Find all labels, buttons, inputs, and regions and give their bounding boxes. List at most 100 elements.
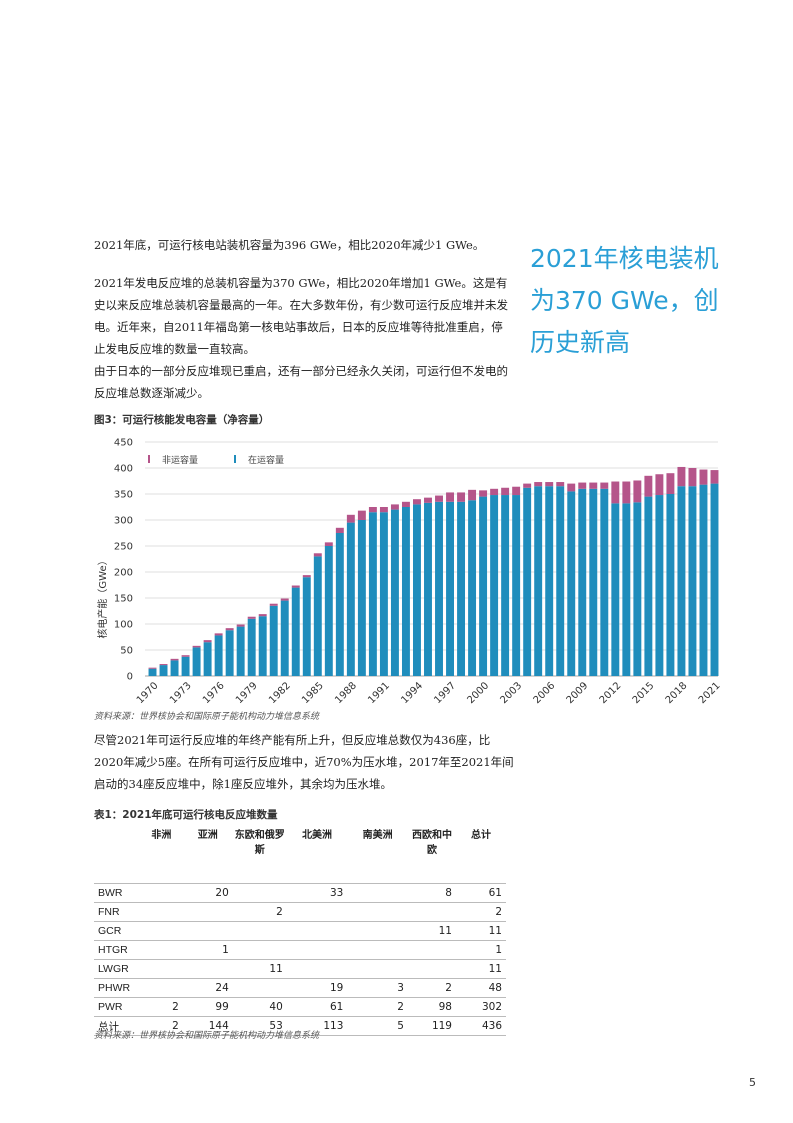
bar-operating-2014 bbox=[633, 502, 642, 676]
bar-operating-1973 bbox=[181, 656, 190, 676]
bar-operating-2019 bbox=[688, 486, 697, 676]
bar-operating-1998 bbox=[457, 501, 466, 676]
table-cell: 1 bbox=[455, 940, 506, 960]
bar-idle-2020 bbox=[699, 469, 708, 485]
bar-idle-2001 bbox=[490, 488, 499, 496]
bar-operating-2000 bbox=[479, 496, 488, 676]
chart-y-tick-label: 100 bbox=[114, 620, 133, 631]
table-row-label: LWGR bbox=[94, 959, 140, 979]
chart-x-tick-label: 2015 bbox=[631, 680, 657, 706]
bar-operating-2016 bbox=[655, 495, 664, 676]
table-cell: 2 bbox=[232, 902, 287, 922]
bar-idle-1976 bbox=[214, 633, 223, 636]
bar-operating-1989 bbox=[357, 520, 366, 676]
bar-idle-2004 bbox=[523, 483, 532, 488]
table-header-cell: 东欧和俄罗斯 bbox=[234, 830, 285, 856]
table-cell bbox=[286, 959, 348, 979]
bar-operating-1972 bbox=[170, 660, 179, 676]
bar-idle-2017 bbox=[666, 473, 675, 494]
chart-x-tick-label: 2009 bbox=[565, 680, 591, 706]
bar-operating-1976 bbox=[214, 635, 223, 676]
chart-bars bbox=[148, 466, 719, 676]
chart-x-tick-label: 1970 bbox=[135, 680, 161, 706]
bar-operating-1974 bbox=[192, 647, 201, 676]
table-row-label: BWR bbox=[94, 883, 140, 903]
table-cell bbox=[347, 883, 408, 903]
bar-idle-2016 bbox=[655, 474, 664, 496]
table-source: 资料来源：世界核协会和国际原子能机构动力堆信息系统 bbox=[94, 1031, 320, 1041]
bar-operating-1978 bbox=[236, 626, 245, 676]
legend-label-operating: 在运容量 bbox=[248, 454, 284, 466]
bar-operating-1984 bbox=[302, 577, 311, 676]
bar-idle-1975 bbox=[203, 640, 212, 643]
bar-idle-1989 bbox=[357, 510, 366, 520]
bar-idle-1992 bbox=[390, 504, 399, 510]
table-row: BWR 20 33 8 61 bbox=[94, 883, 506, 903]
table-cell bbox=[140, 883, 183, 903]
bar-idle-2013 bbox=[622, 481, 631, 504]
chart-y-tick-label: 400 bbox=[114, 464, 133, 475]
bar-idle-2007 bbox=[556, 482, 565, 487]
table-cell bbox=[347, 959, 408, 979]
table-cell: 11 bbox=[407, 921, 456, 941]
table-cell bbox=[140, 921, 183, 941]
bar-idle-1974 bbox=[192, 645, 201, 648]
bar-operating-2006 bbox=[545, 486, 554, 676]
bar-operating-1997 bbox=[446, 501, 454, 676]
bar-idle-1998 bbox=[457, 492, 466, 502]
chart-y-tick-label: 0 bbox=[127, 672, 133, 683]
table-cell bbox=[347, 940, 408, 960]
table-cell: 24 bbox=[182, 978, 233, 998]
table-cell bbox=[407, 940, 456, 960]
table-cell: 5 bbox=[347, 1016, 408, 1036]
table-cell: 61 bbox=[455, 883, 506, 903]
bar-operating-1982 bbox=[280, 600, 289, 676]
table-row: PHWR 24 19 3 2 48 bbox=[94, 978, 506, 998]
table-cell bbox=[232, 921, 287, 941]
bar-operating-1971 bbox=[159, 665, 168, 676]
table-cell bbox=[140, 978, 183, 998]
table-cell: 2 bbox=[140, 997, 183, 1017]
chart-y-tick-label: 250 bbox=[114, 542, 133, 553]
bar-operating-1981 bbox=[269, 605, 278, 676]
table-cell bbox=[407, 959, 456, 979]
bar-idle-2014 bbox=[633, 480, 642, 503]
table-row: LWGR 11 11 bbox=[94, 959, 506, 979]
table-cell: 2 bbox=[407, 978, 456, 998]
bar-idle-1979 bbox=[247, 616, 256, 619]
chart-x-tick-label: 1991 bbox=[366, 680, 392, 706]
table-cell: 144 bbox=[182, 1016, 233, 1036]
bar-idle-2018 bbox=[677, 466, 686, 487]
bar-operating-2012 bbox=[611, 503, 620, 676]
bar-operating-2021 bbox=[710, 483, 719, 676]
table-cell bbox=[140, 940, 183, 960]
table-cell bbox=[347, 921, 408, 941]
bar-idle-1982 bbox=[280, 598, 289, 601]
table-row-label: FNR bbox=[94, 902, 140, 922]
table-header-cell: 总计 bbox=[470, 830, 491, 841]
figure-source: 资料来源：世界核协会和国际原子能机构动力堆信息系统 bbox=[94, 712, 320, 722]
table-cell: 2 bbox=[140, 1016, 183, 1036]
bar-operating-1999 bbox=[468, 500, 477, 676]
bar-operating-1994 bbox=[413, 504, 421, 676]
bar-idle-1996 bbox=[435, 495, 443, 502]
bar-idle-1973 bbox=[181, 655, 190, 657]
bar-idle-1986 bbox=[324, 542, 333, 546]
table-cell: 20 bbox=[182, 883, 233, 903]
table-row: HTGR 1 1 bbox=[94, 940, 506, 960]
bar-operating-2010 bbox=[589, 488, 598, 676]
table-cell: 113 bbox=[286, 1016, 348, 1036]
table-cell: 99 bbox=[182, 997, 233, 1017]
bar-operating-1995 bbox=[424, 502, 432, 676]
chart-x-ticks: 1970 1973 1976 1979 1982 1985 1988 1991 1994 1997… bbox=[135, 680, 723, 706]
table-header-cell: 北美洲 bbox=[302, 830, 333, 841]
bar-operating-1996 bbox=[435, 501, 443, 676]
table-header-cell: 亚洲 bbox=[197, 830, 218, 841]
chart-y-ticks: 0 50 100 150 200 250 300 350 400 450 bbox=[114, 438, 133, 683]
bar-operating-2020 bbox=[699, 484, 708, 676]
bar-operating-2002 bbox=[501, 495, 510, 676]
bar-operating-1983 bbox=[291, 587, 300, 676]
bar-operating-2003 bbox=[512, 495, 521, 676]
bar-operating-1977 bbox=[225, 630, 234, 676]
chart-x-tick-label: 1994 bbox=[399, 680, 425, 706]
